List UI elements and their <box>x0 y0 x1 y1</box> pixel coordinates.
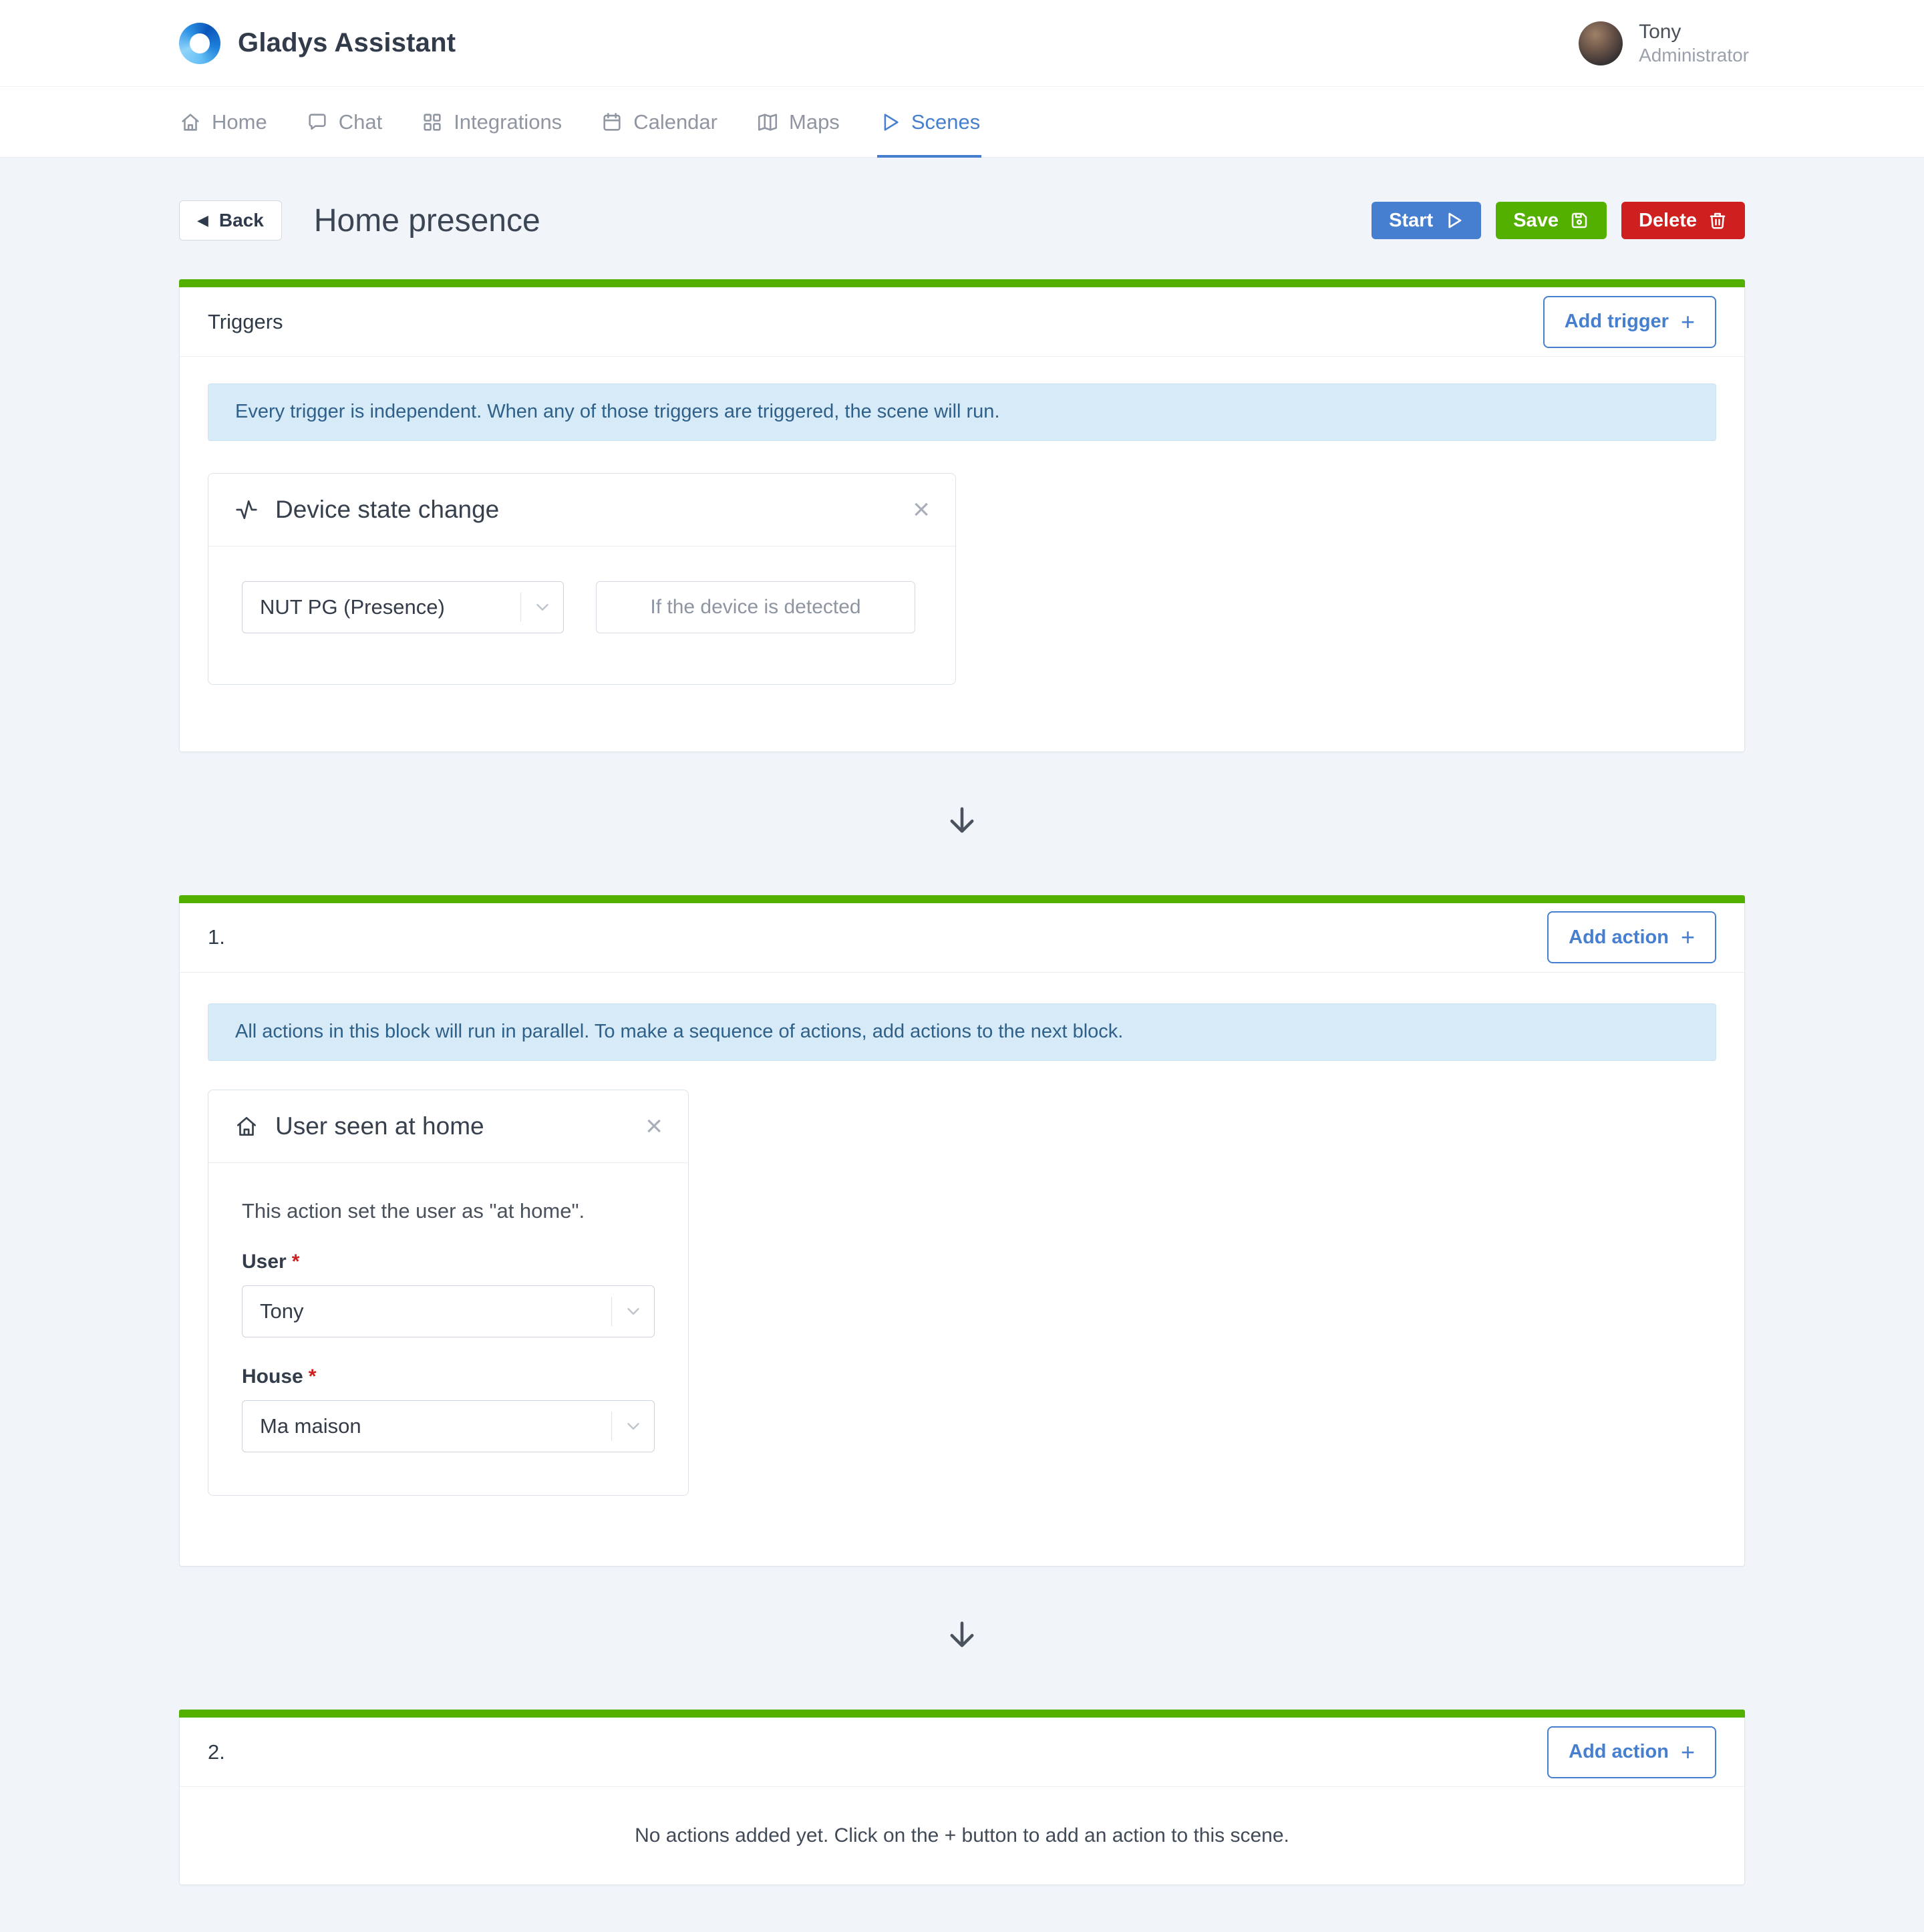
triggers-panel-body: Every trigger is independent. When any o… <box>180 357 1744 752</box>
close-icon[interactable]: × <box>913 492 930 526</box>
trigger-card-header: Device state change × <box>208 474 955 546</box>
triggers-info-alert: Every trigger is independent. When any o… <box>208 383 1716 441</box>
trigger-card-title: Device state change <box>275 495 500 523</box>
nav-item-scenes[interactable]: Scenes <box>876 87 982 158</box>
action-card-header: User seen at home × <box>208 1090 688 1163</box>
back-button[interactable]: ◀ Back <box>179 200 282 240</box>
scene-actions: Start Save Delete <box>1372 202 1745 239</box>
scene-editor: ◀ Back Home presence Start Save Delete <box>179 200 1745 1932</box>
user-select-value: Tony <box>260 1299 304 1323</box>
user-menu[interactable]: Tony Administrator <box>1579 19 1749 67</box>
chevron-down-icon <box>611 1297 654 1327</box>
avatar[interactable] <box>1579 21 1623 65</box>
main-nav: Home Chat Integrations Calendar Maps Sce… <box>0 87 1924 158</box>
add-action-button[interactable]: Add action + <box>1547 1726 1716 1778</box>
action-block-1: 1. Add action + All actions in this bloc… <box>179 895 1745 1567</box>
flow-arrow <box>179 803 1745 838</box>
user-select[interactable]: Tony <box>242 1285 655 1338</box>
triggers-panel: Triggers Add trigger + Every trigger is … <box>179 279 1745 752</box>
calendar-icon <box>601 111 623 134</box>
action-block-2-header: 2. Add action + <box>180 1718 1744 1788</box>
house-select[interactable]: Ma maison <box>242 1400 655 1453</box>
trigger-card-device-state-change: Device state change × NUT PG (Presence) … <box>208 472 956 685</box>
house-select-value: Ma maison <box>260 1414 361 1438</box>
arrow-down-icon <box>945 803 979 838</box>
action-block-number: 2. <box>208 1740 225 1764</box>
panel-status-bar <box>179 279 1745 287</box>
empty-actions-message: No actions added yet. Click on the + but… <box>635 1824 1289 1847</box>
panel-status-bar <box>179 895 1745 903</box>
required-mark: * <box>291 1251 300 1273</box>
integrations-icon <box>421 111 444 134</box>
nav-item-chat[interactable]: Chat <box>306 87 382 157</box>
plus-icon: + <box>1680 307 1695 335</box>
brand: Gladys Assistant <box>179 22 456 64</box>
nav-item-calendar[interactable]: Calendar <box>601 87 717 157</box>
arrow-down-icon <box>945 1617 979 1652</box>
action-block-number: 1. <box>208 925 225 949</box>
action-description: This action set the user as "at home". <box>242 1198 585 1223</box>
add-action-button[interactable]: Add action + <box>1547 911 1716 964</box>
device-condition-button[interactable]: If the device is detected <box>596 581 915 633</box>
scenes-icon <box>878 111 901 134</box>
action-card-user-seen-at-home: User seen at home × This action set the … <box>208 1089 689 1496</box>
required-mark: * <box>308 1365 317 1388</box>
action-card-body: This action set the user as "at home". U… <box>208 1163 688 1496</box>
trigger-card-body: NUT PG (Presence) If the device is detec… <box>208 546 955 684</box>
maps-icon <box>756 111 779 134</box>
save-button[interactable]: Save <box>1496 202 1607 239</box>
back-arrow-icon: ◀ <box>197 212 208 228</box>
close-icon[interactable]: × <box>645 1109 663 1142</box>
triggers-title: Triggers <box>208 309 283 333</box>
actions-info-alert: All actions in this block will run in pa… <box>208 1003 1716 1061</box>
user-info: Tony Administrator <box>1639 19 1749 67</box>
nav-item-home[interactable]: Home <box>179 87 267 157</box>
home-icon <box>179 111 202 134</box>
device-select-value: NUT PG (Presence) <box>260 595 445 619</box>
start-button[interactable]: Start <box>1372 202 1482 239</box>
device-select[interactable]: NUT PG (Presence) <box>242 581 564 633</box>
chat-icon <box>306 111 329 134</box>
user-name: Tony <box>1639 20 1681 43</box>
triggers-panel-header: Triggers Add trigger + <box>180 287 1744 357</box>
plus-icon: + <box>1680 923 1695 951</box>
save-icon <box>1569 210 1589 230</box>
action-block-1-body: All actions in this block will run in pa… <box>180 973 1744 1567</box>
plus-icon: + <box>1680 1738 1695 1766</box>
action-block-1-header: 1. Add action + <box>180 903 1744 973</box>
chevron-down-icon <box>520 592 563 622</box>
house-field-label: House * <box>242 1365 317 1388</box>
add-trigger-button[interactable]: Add trigger + <box>1543 295 1716 348</box>
action-block-2: 2. Add action + No actions added yet. Cl… <box>179 1710 1745 1886</box>
house-icon <box>234 1114 259 1139</box>
activity-icon <box>234 497 259 522</box>
flow-arrow <box>179 1617 1745 1652</box>
app-title: Gladys Assistant <box>238 28 456 57</box>
trash-icon <box>1708 210 1728 230</box>
nav-item-integrations[interactable]: Integrations <box>421 87 562 157</box>
play-icon <box>1444 210 1464 230</box>
action-card-title: User seen at home <box>275 1112 484 1140</box>
page-head: ◀ Back Home presence Start Save Delete <box>179 200 1745 240</box>
gladys-logo-icon <box>179 22 220 64</box>
nav-item-maps[interactable]: Maps <box>756 87 840 157</box>
delete-button[interactable]: Delete <box>1621 202 1745 239</box>
user-role: Administrator <box>1639 45 1749 66</box>
chevron-down-icon <box>611 1412 654 1442</box>
user-field-label: User * <box>242 1251 300 1273</box>
page-title: Home presence <box>313 202 540 238</box>
panel-status-bar <box>179 1710 1745 1718</box>
app-header: Gladys Assistant Tony Administrator <box>0 0 1924 87</box>
